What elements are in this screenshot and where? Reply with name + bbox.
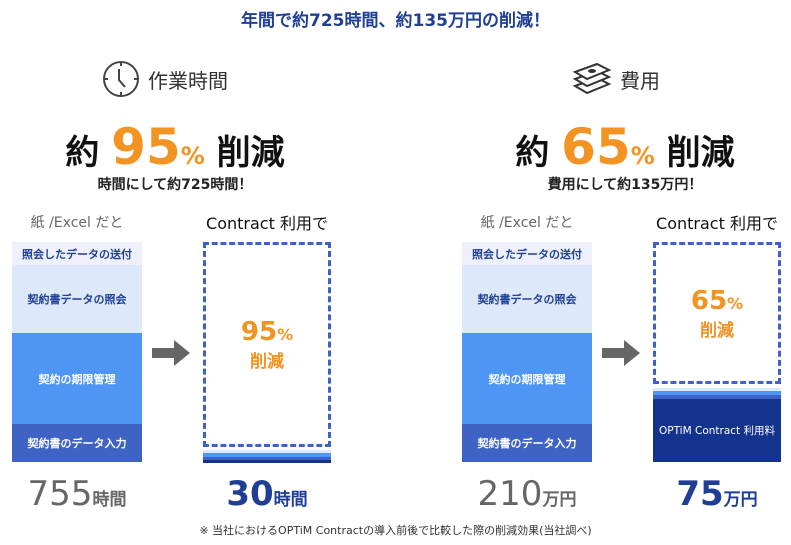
value: 210 xyxy=(477,474,543,514)
segment-lookup: 契約書データの照会 xyxy=(462,265,592,333)
cost-subtext: 費用にして約135万円！ xyxy=(547,177,703,193)
time-reduction: 約 95% 削減 xyxy=(25,118,325,176)
box-pct-sign: % xyxy=(277,325,294,344)
percent: 65 xyxy=(561,118,631,176)
segment-send: 照会したデータの送付 xyxy=(12,242,142,265)
fee-segment: OPTiM Contract 利用料 xyxy=(653,399,781,462)
reduced-box: 65% 削減 xyxy=(653,242,781,384)
before-total: 210万円 xyxy=(452,474,602,514)
after-total: 75万円 xyxy=(642,474,791,514)
unit: 万円 xyxy=(542,490,577,510)
clock-icon xyxy=(103,61,139,97)
after-stacked-bar xyxy=(203,450,331,463)
cost-title: 費用 xyxy=(620,68,660,93)
box-reduce: 削減 xyxy=(700,320,734,341)
unit: 時間 xyxy=(273,490,308,510)
value: 755 xyxy=(27,474,93,514)
prefix: 約 xyxy=(65,133,100,173)
reduce-label: 削減 xyxy=(216,133,285,173)
percent: 95 xyxy=(111,118,181,176)
segment-lookup: 契約書データの照会 xyxy=(12,265,142,333)
reduce-label: 削減 xyxy=(666,133,735,173)
segment-send: 照会したデータの送付 xyxy=(462,242,592,265)
segment-input: 契約書のデータ入力 xyxy=(12,424,142,462)
before-stacked-bar: 照会したデータの送付 契約書データの照会 契約の期限管理 契約書のデータ入力 xyxy=(12,242,142,462)
pct-sign: % xyxy=(180,142,205,170)
after-stacked-bar: OPTiM Contract 利用料 xyxy=(653,388,781,462)
box-reduce: 削減 xyxy=(250,352,284,372)
before-stacked-bar: 照会したデータの送付 契約書データの照会 契約の期限管理 契約書のデータ入力 xyxy=(462,242,592,462)
segment-deadline: 契約の期限管理 xyxy=(12,333,142,424)
arrow-icon xyxy=(152,340,190,366)
money-stack-icon xyxy=(572,62,612,95)
arrow-icon xyxy=(602,340,640,366)
segment-deadline: 契約の期限管理 xyxy=(462,333,592,424)
headline: 年間で約725時間、約135万円の削減！ xyxy=(241,11,550,31)
pct-sign: % xyxy=(630,142,655,170)
unit: 時間 xyxy=(92,490,127,510)
cost-reduction: 約 65% 削減 xyxy=(475,118,775,176)
value: 30 xyxy=(226,474,274,514)
after-label: Contract 利用で xyxy=(656,214,778,233)
value: 75 xyxy=(676,474,724,514)
segment-input: 契約書のデータ入力 xyxy=(462,424,592,462)
before-label: 紙 /Excel だと xyxy=(480,215,574,231)
before-total: 755時間 xyxy=(2,474,152,514)
before-label: 紙 /Excel だと xyxy=(30,215,124,231)
after-label: Contract 利用で xyxy=(206,214,328,233)
after-total: 30時間 xyxy=(192,474,342,514)
reduced-box: 95% 削減 xyxy=(203,242,331,447)
box-pct-sign: % xyxy=(727,293,744,313)
cost-section-title: 費用 xyxy=(572,60,660,98)
box-percent: 95 xyxy=(240,317,278,347)
box-percent: 65 xyxy=(690,285,728,316)
time-title: 作業時間 xyxy=(148,68,228,93)
prefix: 約 xyxy=(515,133,550,173)
footnote: ※ 当社におけるOPTiM Contractの導入前後で比較した際の削減効果(当… xyxy=(199,524,592,537)
time-subtext: 時間にして約725時間！ xyxy=(97,177,253,193)
unit: 万円 xyxy=(723,490,758,510)
time-section-title: 作業時間 xyxy=(102,60,228,98)
